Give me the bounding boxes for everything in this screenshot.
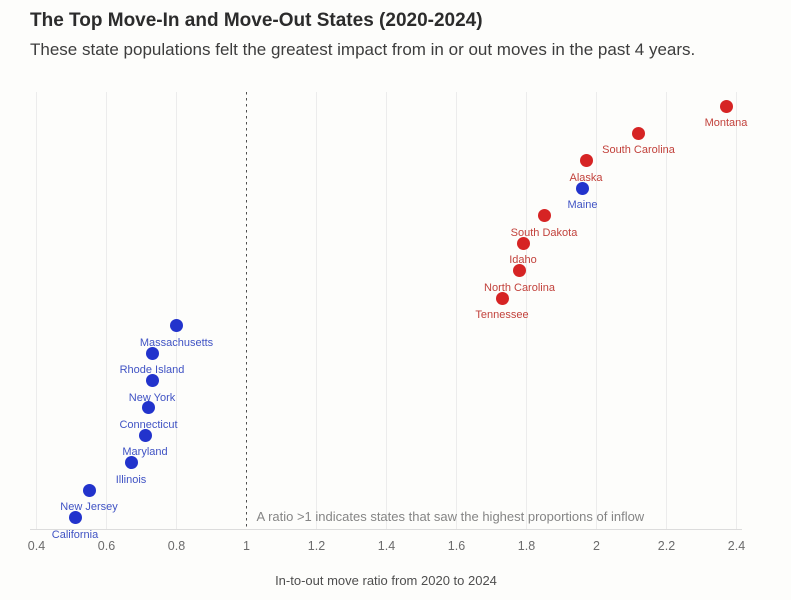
x-tick-1.4: 1.4	[377, 539, 396, 553]
x-tick-1: 1	[243, 539, 250, 553]
data-point-south-carolina	[632, 126, 645, 140]
data-point-tennessee	[495, 291, 509, 305]
gridline-2.4	[736, 92, 737, 529]
data-point-north-carolina	[513, 264, 526, 278]
x-tick-1.2: 1.2	[307, 539, 326, 553]
page-subtitle: These state populations felt the greates…	[30, 40, 696, 59]
data-point-california	[68, 511, 82, 525]
point-label-alaska: Alaska	[569, 171, 603, 184]
data-point-idaho	[516, 236, 530, 250]
gridline-2.2	[666, 92, 667, 529]
data-point-alaska	[579, 154, 593, 168]
gridline-1.6	[456, 92, 457, 529]
data-point-massachusetts	[170, 319, 183, 333]
ratio-1-reference-line	[246, 92, 247, 529]
x-tick-0.4: 0.4	[27, 539, 46, 553]
x-tick-1.8: 1.8	[517, 539, 536, 553]
x-tick-2.4: 2.4	[727, 539, 746, 553]
point-label-south-dakota: South Dakota	[510, 226, 578, 239]
point-label-new-york: New York	[128, 391, 176, 404]
point-label-massachusetts: Massachusetts	[139, 336, 214, 349]
point-label-montana: Montana	[704, 117, 748, 129]
data-point-connecticut	[142, 401, 155, 415]
data-point-new-york	[145, 374, 159, 387]
point-label-idaho: Idaho	[509, 254, 537, 267]
x-tick-2: 2	[593, 539, 600, 553]
point-label-new-jersey: New Jersey	[60, 501, 118, 514]
gridline-0.8	[176, 92, 177, 529]
x-axis-line	[30, 529, 742, 530]
point-label-rhode-island: Rhode Island	[119, 364, 185, 377]
data-point-montana	[719, 99, 733, 113]
x-tick-0.8: 0.8	[167, 539, 186, 553]
point-label-north-carolina: North Carolina	[484, 281, 555, 294]
x-tick-1.6: 1.6	[447, 539, 466, 553]
data-point-rhode-island	[145, 346, 159, 360]
reference-annotation: A ratio >1 indicates states that saw the…	[256, 509, 645, 524]
data-point-maine	[576, 181, 589, 195]
point-label-south-carolina: South Carolina	[602, 144, 675, 157]
page-title: The Top Move-In and Move-Out States (202…	[30, 10, 483, 31]
data-point-new-jersey	[82, 483, 96, 497]
x-axis-title: In-to-out move ratio from 2020 to 2024	[275, 573, 497, 588]
gridline-1.4	[386, 92, 387, 529]
gridline-1.8	[526, 92, 527, 529]
gridline-2	[596, 92, 597, 529]
gridline-0.6	[106, 92, 107, 529]
data-point-illinois	[124, 456, 138, 470]
x-tick-2.2: 2.2	[657, 539, 676, 553]
point-label-illinois: Illinois	[115, 473, 147, 486]
data-point-south-dakota	[537, 209, 551, 223]
x-tick-0.6: 0.6	[97, 539, 116, 553]
gridline-0.4	[36, 92, 37, 529]
point-label-tennessee: Tennessee	[475, 309, 529, 322]
point-label-maryland: Maryland	[122, 446, 168, 459]
point-label-connecticut: Connecticut	[119, 418, 178, 431]
point-label-maine: Maine	[567, 199, 598, 212]
point-label-california: California	[51, 528, 99, 541]
data-point-maryland	[138, 428, 152, 442]
scatter-chart: Montana South Carolina Alaska Maine South Da…	[27, 90, 748, 595]
gridline-1.2	[316, 92, 317, 529]
